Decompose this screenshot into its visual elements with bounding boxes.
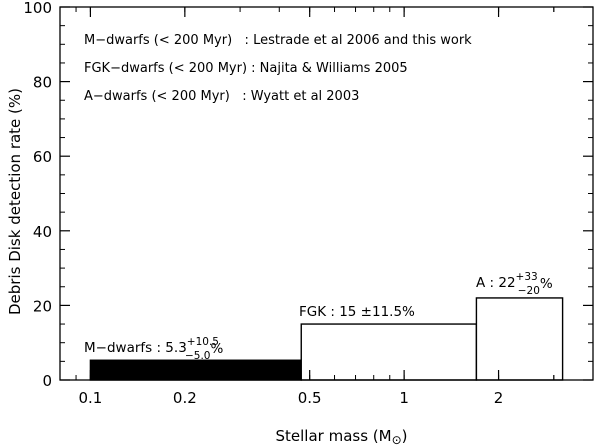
- solar-mass-symbol: ⊙: [392, 433, 402, 446]
- note-a-dwarfs: A−dwarfs (< 200 Myr) : Wyatt et al 2003: [84, 89, 359, 104]
- x-axis-title-end: ): [402, 427, 408, 445]
- bar-label-a-sub: −20: [518, 285, 540, 297]
- bar-label-a-sup: +33: [516, 271, 538, 283]
- bar-m-dwarfs: [89, 359, 302, 381]
- bar-label-m-dwarfs-main: M−dwarfs : 5.3: [84, 340, 187, 356]
- bar-label-a-main: A : 22: [476, 275, 516, 291]
- x-tick-label: 0.1: [78, 389, 102, 407]
- ticks-layer: [59, 6, 594, 381]
- x-tick-label: 2: [494, 389, 504, 407]
- x-tick-label: 0.5: [298, 389, 322, 407]
- bar-label-m-dwarfs-sup: +10.5: [187, 336, 219, 348]
- x-tick-label: 1: [399, 389, 409, 407]
- y-tick-label: 60: [33, 148, 52, 166]
- x-axis-title: Stellar mass (M⊙): [275, 427, 407, 446]
- bar-label-m-dwarfs-end: %: [210, 341, 223, 357]
- source-notes: M−dwarfs (< 200 Myr) : Lestrade et al 20…: [84, 33, 472, 104]
- y-tick-label: 80: [33, 74, 52, 92]
- bars-layer: [89, 297, 564, 381]
- bar-label-a: A : 22+33 −20%: [476, 271, 553, 297]
- bar-label-m-dwarfs: M−dwarfs : 5.3+10.5 −5.0%: [84, 336, 223, 362]
- y-tick-label: 40: [33, 223, 52, 241]
- note-fgk-dwarfs: FGK−dwarfs (< 200 Myr) : Najita & Willia…: [84, 61, 408, 76]
- bar-annotations: M−dwarfs : 5.3+10.5 −5.0% FGK : 15 ±11.5%…: [84, 271, 553, 362]
- y-tick-label: 100: [23, 0, 52, 17]
- bar-label-m-dwarfs-sub: −5.0: [185, 350, 211, 362]
- x-axis-title-main: Stellar mass (M: [275, 427, 391, 445]
- x-tick-label: 0.2: [173, 389, 197, 407]
- bar-label-fgk: FGK : 15 ±11.5%: [299, 304, 415, 320]
- y-tick-label: 0: [42, 372, 52, 390]
- y-tick-label: 20: [33, 297, 52, 315]
- bar-fgk: [300, 323, 478, 381]
- y-axis-title: Debris Disk detection rate (%): [6, 88, 24, 315]
- note-m-dwarfs: M−dwarfs (< 200 Myr) : Lestrade et al 20…: [84, 33, 472, 48]
- bar-a: [475, 297, 564, 381]
- bar-label-a-end: %: [540, 276, 553, 292]
